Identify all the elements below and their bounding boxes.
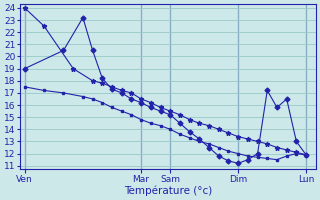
X-axis label: Température (°c): Température (°c) — [124, 185, 212, 196]
